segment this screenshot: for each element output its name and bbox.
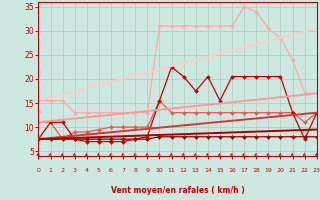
X-axis label: Vent moyen/en rafales ( km/h ): Vent moyen/en rafales ( km/h ) [111,186,244,195]
